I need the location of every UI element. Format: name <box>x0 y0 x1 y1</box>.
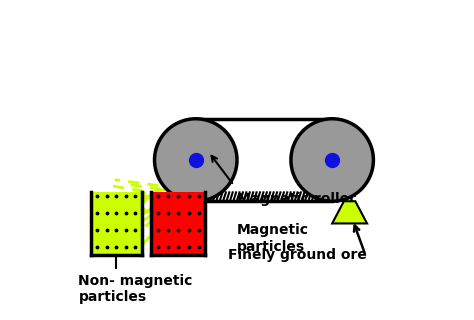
Polygon shape <box>332 201 367 223</box>
Text: Magnetic roller: Magnetic roller <box>237 192 356 206</box>
Bar <box>196 119 332 201</box>
Bar <box>151 192 205 255</box>
Text: Non- magnetic
particles: Non- magnetic particles <box>78 274 193 304</box>
Text: Finely ground ore: Finely ground ore <box>228 247 367 261</box>
Circle shape <box>291 119 374 201</box>
Bar <box>91 192 142 255</box>
Circle shape <box>155 119 237 201</box>
Text: Magnetic
particles: Magnetic particles <box>237 223 309 254</box>
